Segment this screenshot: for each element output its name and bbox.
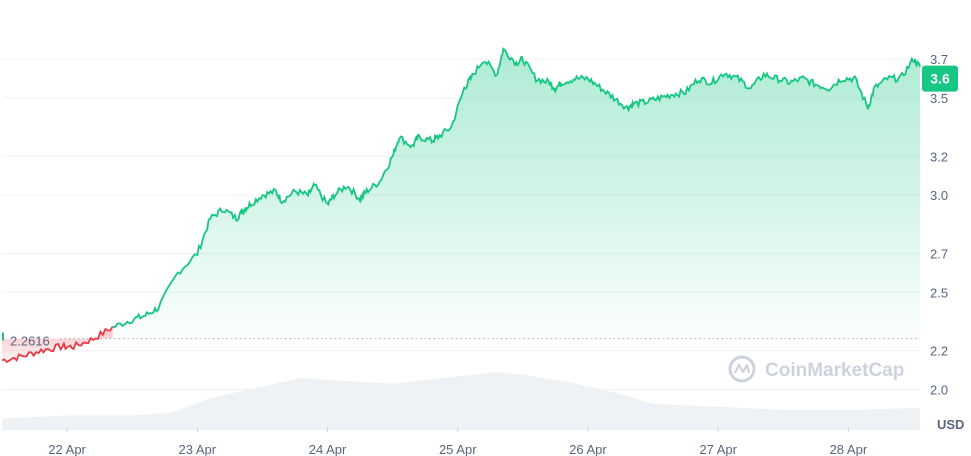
x-tick-label: 28 Apr [830,442,868,456]
x-tick-label: 22 Apr [48,442,86,456]
volume-fill [2,372,920,430]
reference-value-label: 2.2616 [10,334,50,349]
series-line-down [1,326,114,364]
volume-area [2,372,920,430]
price-area-down [2,326,113,362]
y-tick-label: 2.5 [930,285,948,300]
x-tick-label: 25 Apr [439,442,477,456]
watermark-text: CoinMarketCap [765,360,904,381]
y-tick-label: 2.7 [930,246,948,261]
watermark: CoinMarketCap [728,355,904,383]
reference-line [2,332,920,341]
x-tick-label: 26 Apr [569,442,607,456]
series-line-up [112,47,921,328]
x-tick-label: 27 Apr [699,442,737,456]
y-tick-label: 2.0 [930,382,948,397]
current-price-badge: 3.6 [922,65,958,92]
y-axis: 2.0 2.2 2.5 2.7 3.0 3.2 3.5 3.7 [930,52,948,397]
x-tick-label: 24 Apr [309,442,347,456]
price-series [1,47,921,364]
current-price-label: 3.6 [930,71,950,87]
coinmarketcap-logo-icon [728,355,756,383]
y-tick-label: 3.7 [930,52,948,67]
x-axis: 22 Apr 23 Apr 24 Apr 25 Apr 26 Apr 27 Apr 28 A… [48,427,868,456]
unit-label: USD [937,417,964,432]
y-tick-label: 3.0 [930,188,948,203]
price-area-up [112,48,920,339]
y-tick-label: 2.2 [930,344,948,359]
coinmarketcap-logo-mark [734,363,751,374]
y-tick-label: 3.5 [930,91,948,106]
x-tick-label: 23 Apr [179,442,217,456]
price-area [2,48,920,362]
reference-label: 2.2616 [10,334,50,349]
y-tick-label: 3.2 [930,149,948,164]
